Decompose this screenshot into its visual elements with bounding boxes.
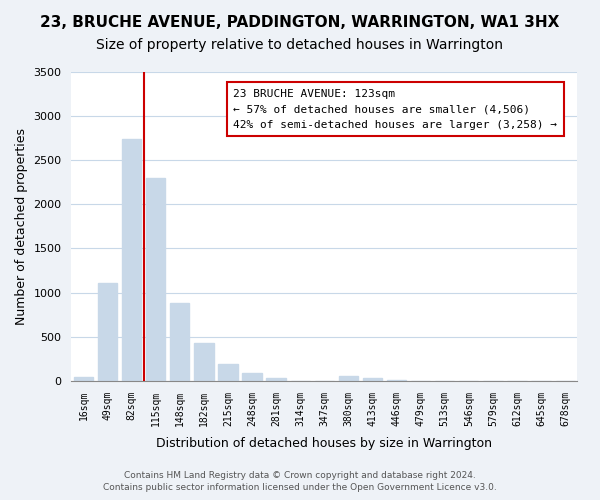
Text: 23 BRUCHE AVENUE: 123sqm
← 57% of detached houses are smaller (4,506)
42% of sem: 23 BRUCHE AVENUE: 123sqm ← 57% of detach… (233, 88, 557, 130)
Bar (218, 364, 238, 381)
Y-axis label: Number of detached properties: Number of detached properties (15, 128, 28, 324)
X-axis label: Distribution of detached houses by size in Warrington: Distribution of detached houses by size … (157, 437, 493, 450)
Bar (74, 378, 93, 381)
Text: Size of property relative to detached houses in Warrington: Size of property relative to detached ho… (97, 38, 503, 52)
Text: Contains HM Land Registry data © Crown copyright and database right 2024.
Contai: Contains HM Land Registry data © Crown c… (103, 471, 497, 492)
Bar (242, 372, 262, 381)
Bar (266, 378, 286, 381)
Bar (170, 303, 190, 381)
Bar (339, 376, 358, 381)
Bar (363, 378, 382, 381)
Bar (387, 380, 406, 381)
Bar (122, 138, 141, 381)
Bar (194, 343, 214, 381)
Bar (98, 283, 117, 381)
Text: 23, BRUCHE AVENUE, PADDINGTON, WARRINGTON, WA1 3HX: 23, BRUCHE AVENUE, PADDINGTON, WARRINGTO… (40, 15, 560, 30)
Bar (146, 178, 166, 381)
